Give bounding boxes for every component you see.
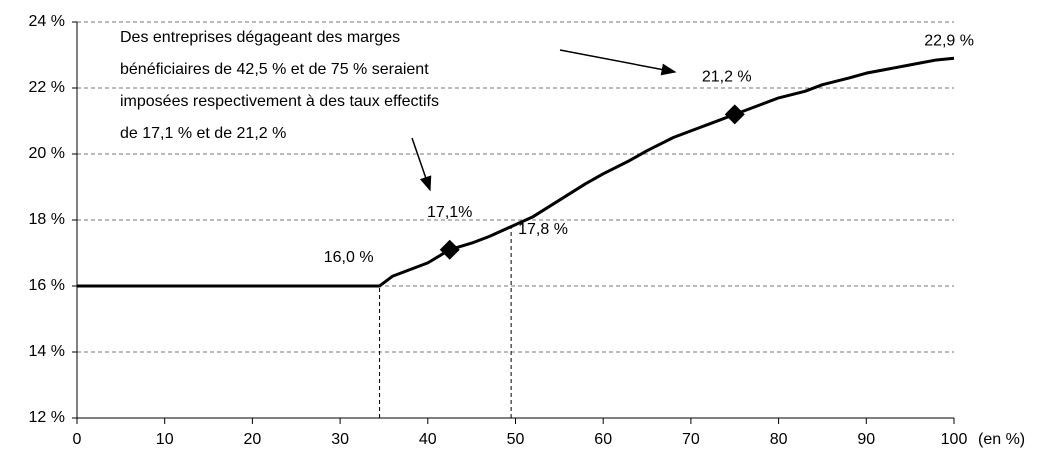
x-tick-label: 10: [156, 431, 174, 448]
x-tick-label: 0: [73, 431, 82, 448]
x-axis-label: (en %): [978, 431, 1025, 448]
x-tick-label: 30: [331, 431, 349, 448]
y-tick-label: 14 %: [29, 343, 65, 360]
marker: [724, 104, 745, 125]
y-tick-label: 24 %: [29, 13, 65, 30]
annotation-line: de 17,1 % et de 21,2 %: [120, 125, 286, 142]
x-tick-label: 90: [857, 431, 875, 448]
x-tick-label: 20: [244, 431, 262, 448]
y-tick-label: 22 %: [29, 79, 65, 96]
x-tick-label: 70: [682, 431, 700, 448]
line: [77, 56, 955, 288]
x-tick-label: 100: [941, 431, 968, 448]
marker: [439, 239, 460, 260]
y-tick-label: 20 %: [29, 145, 65, 162]
x-tick-label: 80: [770, 431, 788, 448]
data-label: 21,2 %: [702, 69, 752, 86]
x-tick-label: 50: [507, 431, 525, 448]
y-tick-label: 16 %: [29, 277, 65, 294]
arrow: [411, 137, 432, 192]
arrow: [559, 49, 677, 76]
x-tick-label: 40: [419, 431, 437, 448]
annotation-line: Des entreprises dégageant des marges: [120, 29, 400, 46]
annotation: Des entreprises dégageant des marges bén…: [120, 29, 439, 142]
annotation-line: bénéficiaires de 42,5 % et de 75 % serai…: [120, 61, 429, 78]
data-label: 17,1%: [427, 204, 472, 221]
data-label: 22,9 %: [924, 33, 974, 50]
data-label: 16,0 %: [324, 249, 374, 266]
y-tick-label: 12 %: [29, 409, 65, 426]
annotation-line: imposées respectivement à des taux effec…: [120, 93, 439, 110]
y-tick-label: 18 %: [29, 211, 65, 228]
data-label: 17,8 %: [518, 221, 568, 238]
x-tick-label: 60: [594, 431, 612, 448]
